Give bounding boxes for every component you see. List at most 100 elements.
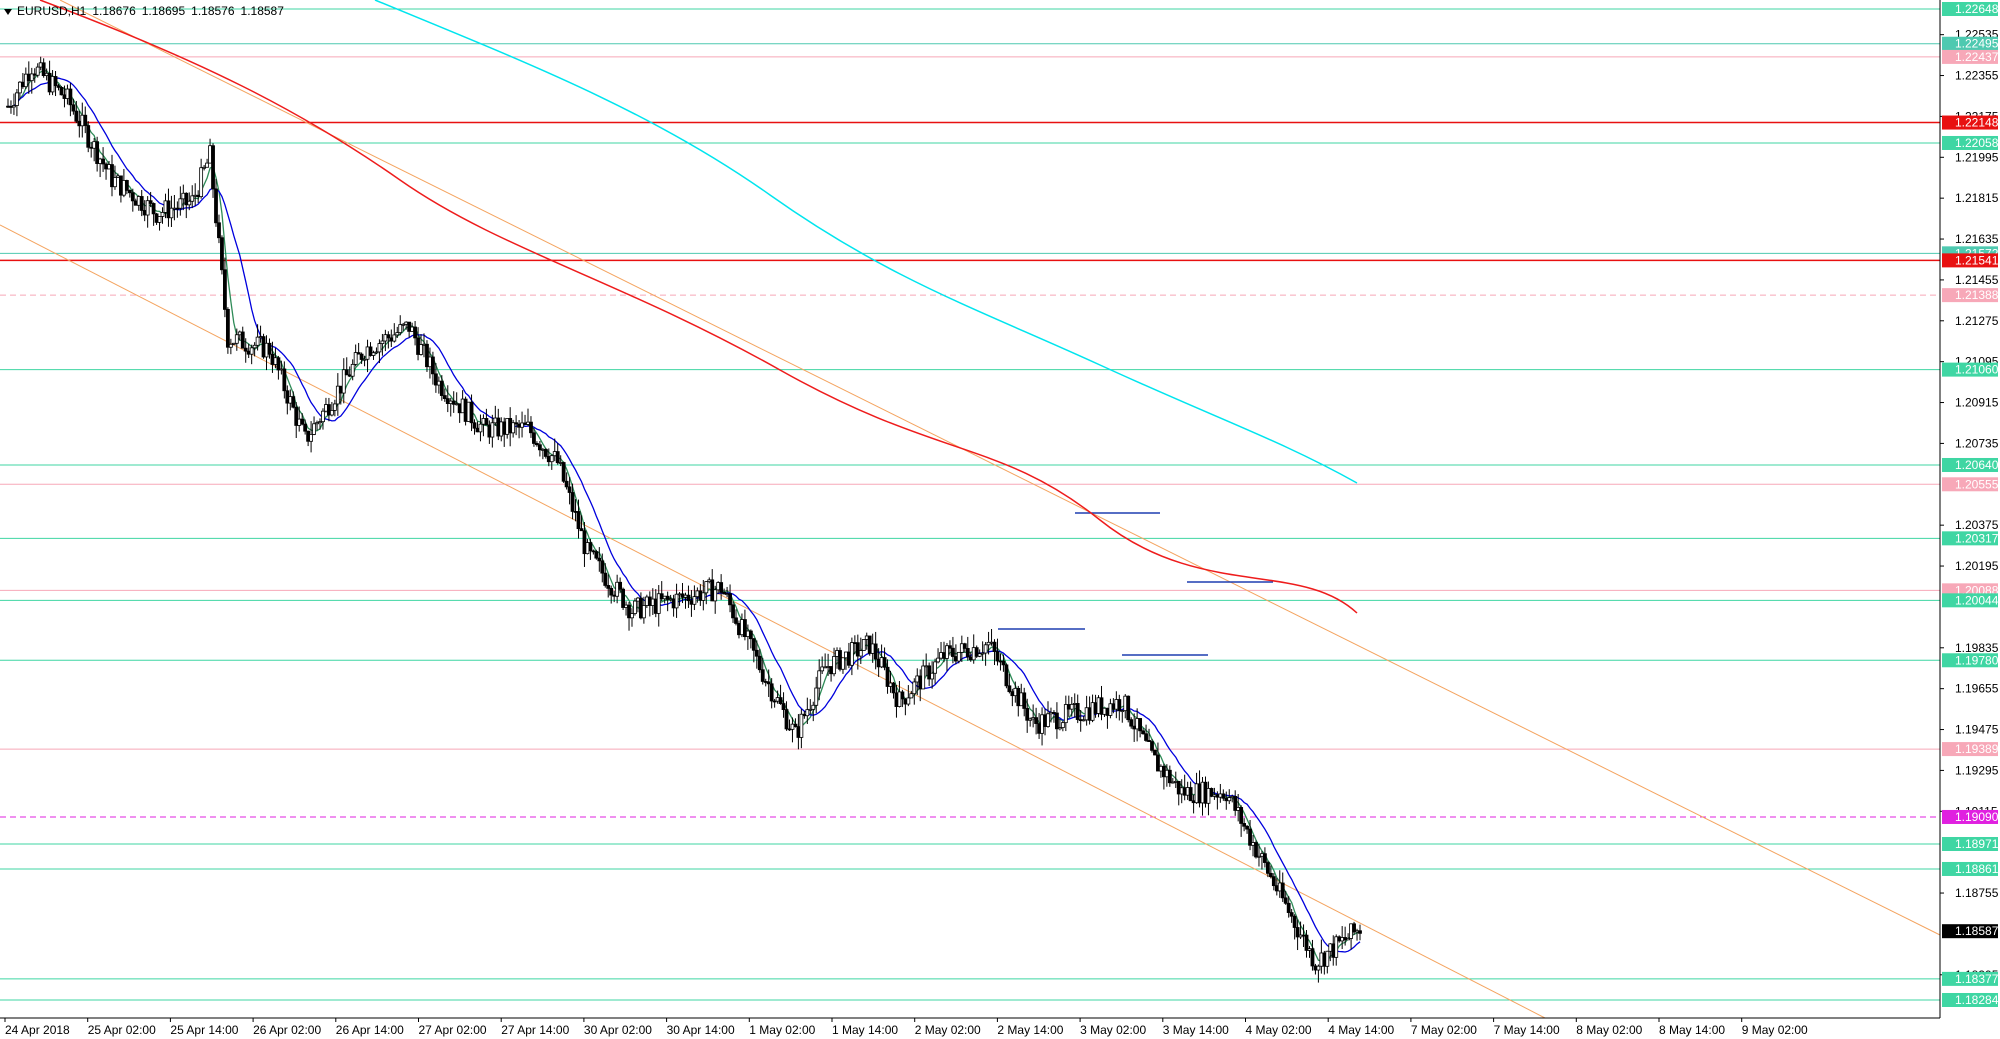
candle[interactable] [852,642,857,644]
candle[interactable] [1046,713,1050,727]
candle[interactable] [778,697,783,704]
candle[interactable] [338,385,343,394]
candle[interactable] [656,593,661,614]
candle[interactable] [769,683,774,702]
candle[interactable] [921,665,926,690]
candle[interactable] [683,594,688,598]
candle[interactable] [110,164,114,188]
price-level-tag[interactable] [1942,593,1998,608]
candle[interactable] [939,652,943,659]
candle[interactable] [175,207,180,210]
candle[interactable] [1013,687,1018,697]
candle[interactable] [585,542,590,555]
candle[interactable] [148,200,153,204]
candle[interactable] [416,337,420,355]
candle[interactable] [1349,923,1353,939]
candle[interactable] [181,192,186,200]
candle[interactable] [1141,730,1145,735]
candle[interactable] [1248,828,1252,846]
candle[interactable] [1322,952,1327,967]
candle[interactable] [995,651,1000,662]
candle[interactable] [665,595,670,600]
candle[interactable] [945,645,949,659]
candle[interactable] [876,658,881,668]
candle[interactable] [1176,780,1181,795]
price-level-tag[interactable] [1942,288,1998,303]
ma-long-line[interactable] [374,0,1358,484]
candle[interactable] [172,207,177,210]
candle[interactable] [508,418,513,434]
candle[interactable] [270,353,275,365]
candle[interactable] [855,642,860,657]
candle[interactable] [1355,930,1359,933]
candle[interactable] [1031,717,1036,720]
candle[interactable] [570,492,575,512]
candle[interactable] [359,353,364,360]
candle[interactable] [404,321,409,325]
candle[interactable] [517,423,521,428]
candle[interactable] [377,343,382,353]
candle[interactable] [291,396,296,408]
candle[interactable] [1343,937,1348,941]
candle[interactable] [897,691,902,707]
candle[interactable] [392,334,397,342]
candle[interactable] [59,86,64,96]
candle[interactable] [362,358,367,361]
candle[interactable] [1019,692,1024,707]
candle[interactable] [374,351,379,354]
candle[interactable] [1001,660,1006,666]
candle[interactable] [879,657,884,668]
candle[interactable] [457,403,462,414]
candle[interactable] [912,681,917,695]
candle[interactable] [466,401,471,422]
candle[interactable] [1108,703,1113,716]
candle[interactable] [641,605,646,619]
candle[interactable] [344,369,349,376]
candle[interactable] [1167,769,1172,784]
candle[interactable] [496,417,501,437]
candle[interactable] [511,422,516,434]
candle[interactable] [603,572,608,586]
candle[interactable] [142,210,147,216]
price-level-tag[interactable] [1942,531,1998,546]
candle[interactable] [558,462,563,464]
candle[interactable] [246,350,251,355]
candle[interactable] [300,418,305,425]
candle[interactable] [927,665,932,680]
candle[interactable] [998,660,1003,663]
candle[interactable] [1268,872,1273,878]
candle[interactable] [710,579,715,602]
candle[interactable] [888,682,893,687]
candle[interactable] [193,194,198,197]
candle[interactable] [719,582,724,593]
candle[interactable] [1179,787,1184,795]
candle[interactable] [1271,876,1276,887]
candle[interactable] [1283,897,1288,904]
candle[interactable] [1111,703,1116,710]
candle[interactable] [968,656,973,661]
candle[interactable] [9,106,13,108]
candle[interactable] [243,347,248,352]
candle[interactable] [505,418,510,435]
candle[interactable] [974,647,979,657]
candle[interactable] [1081,719,1086,722]
candle[interactable] [546,456,551,463]
candle[interactable] [1182,787,1187,796]
candle[interactable] [1286,902,1291,913]
candle[interactable] [680,593,685,598]
candle[interactable] [1037,723,1041,734]
candle[interactable] [847,651,851,666]
candle[interactable] [1292,915,1297,928]
candle[interactable] [748,630,753,640]
candle[interactable] [737,623,741,636]
candle[interactable] [44,72,49,77]
candle[interactable] [350,363,355,377]
candle[interactable] [1200,781,1205,804]
candle[interactable] [962,643,967,649]
candle[interactable] [98,158,103,164]
candle[interactable] [942,652,946,659]
candle[interactable] [802,713,807,717]
candle[interactable] [965,648,970,658]
candle[interactable] [32,73,37,76]
candle[interactable] [597,557,602,562]
